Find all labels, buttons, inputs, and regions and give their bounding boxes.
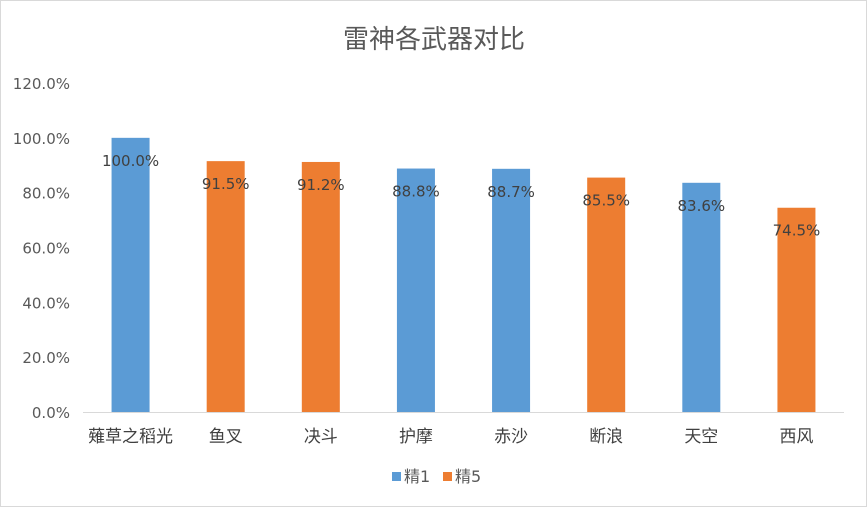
y-tick-label: 60.0% <box>22 240 70 258</box>
bar <box>587 177 626 412</box>
y-tick-label: 100.0% <box>13 130 70 148</box>
x-category-label: 决斗 <box>304 427 338 447</box>
y-tick-label: 40.0% <box>22 294 70 312</box>
data-label: 100.0% <box>102 152 159 170</box>
data-label: 85.5% <box>582 192 630 210</box>
data-label: 91.2% <box>297 176 345 194</box>
data-label: 83.6% <box>677 197 725 215</box>
x-category-label: 赤沙 <box>494 427 528 447</box>
data-label: 88.7% <box>487 183 535 201</box>
legend-swatch <box>443 472 452 481</box>
data-labels: 100.0% 91.5% 91.2% 88.8% 88.7% 85.5% 83.6% 74.5… <box>102 152 820 240</box>
bar <box>301 161 340 412</box>
bar <box>682 182 721 412</box>
x-category-label: 西风 <box>779 427 813 447</box>
x-category-label: 断浪 <box>589 427 623 447</box>
x-category-label: 护摩 <box>399 427 433 447</box>
chart-title: 雷神各武器对比 <box>343 25 525 55</box>
x-category-label: 鱼叉 <box>209 427 243 447</box>
bar <box>396 168 435 412</box>
x-category-label: 天空 <box>684 427 718 447</box>
y-axis-ticks: 0.0% 20.0% 40.0% 60.0% 80.0% 100.0% 120.0% <box>13 75 70 422</box>
y-tick-label: 20.0% <box>22 349 70 367</box>
bar <box>492 168 531 412</box>
bar <box>111 137 150 413</box>
y-tick-label: 120.0% <box>13 75 70 93</box>
y-tick-label: 0.0% <box>32 404 70 422</box>
x-category-label: 薙草之稻光 <box>88 427 173 447</box>
data-label: 88.8% <box>392 183 440 201</box>
bar <box>777 207 816 412</box>
bar <box>206 161 245 412</box>
legend-swatch <box>392 472 401 481</box>
bars <box>111 137 816 413</box>
data-label: 91.5% <box>202 175 250 193</box>
data-label: 74.5% <box>773 222 821 240</box>
y-tick-label: 80.0% <box>22 185 70 203</box>
legend-label: 精1 <box>404 467 430 486</box>
legend: 精1 精5 <box>392 467 481 486</box>
x-axis-categories: 薙草之稻光 鱼叉 决斗 护摩 赤沙 断浪 天空 西风 <box>88 427 813 447</box>
legend-label: 精5 <box>455 467 481 486</box>
